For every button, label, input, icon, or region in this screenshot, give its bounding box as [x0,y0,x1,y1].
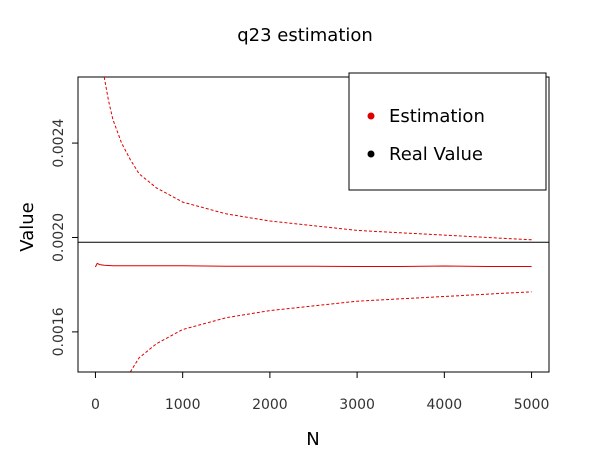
legend: Estimation Real Value [348,72,547,191]
legend-marker-real-value [367,150,375,158]
x-tick-label: 3000 [339,397,375,413]
series-line-estimation [94,262,532,268]
x-tick-label: 5000 [514,397,550,413]
chart-title: q23 estimation [237,25,373,46]
legend-marker-estimation [367,112,375,120]
y-axis-title: Value [17,202,38,251]
x-axis-title: N [306,429,319,450]
x-tick-label: 2000 [252,397,288,413]
x-tick-label: 1000 [165,397,201,413]
series-line-upper-bound [103,77,532,241]
series-line-lower-bound [129,291,532,372]
y-tick-label: 0.0024 [51,119,67,168]
axes: 0 1000 2000 3000 4000 5000 0.0016 0.0020 0.0024 [51,119,549,413]
legend-label-real-value: Real Value [389,144,483,165]
y-tick-label: 0.0016 [51,307,67,356]
x-tick-label: 4000 [427,397,463,413]
legend-label-estimation: Estimation [389,106,485,127]
legend-box [348,72,547,191]
y-tick-label: 0.0020 [51,213,67,262]
x-tick-label: 0 [91,397,100,413]
